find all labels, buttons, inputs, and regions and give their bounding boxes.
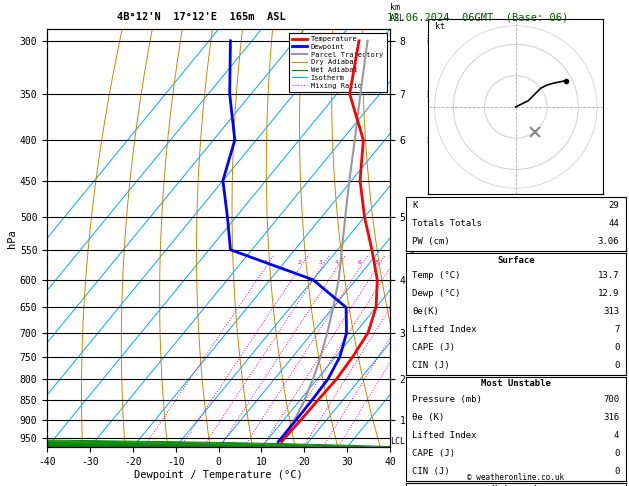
Text: 0: 0 (614, 449, 619, 458)
Text: K: K (413, 201, 418, 210)
Text: 0: 0 (614, 343, 619, 352)
Text: θe(K): θe(K) (413, 307, 439, 316)
Text: ≋: ≋ (426, 35, 437, 47)
Text: CAPE (J): CAPE (J) (413, 449, 455, 458)
Text: kt: kt (435, 22, 445, 31)
Text: PW (cm): PW (cm) (413, 237, 450, 246)
Y-axis label: hPa: hPa (7, 229, 17, 247)
Text: km
ASL: km ASL (390, 3, 405, 23)
Text: 12.06.2024  06GMT  (Base: 06): 12.06.2024 06GMT (Base: 06) (387, 12, 569, 22)
Text: 2: 2 (298, 260, 301, 265)
Text: 4: 4 (335, 260, 338, 265)
Text: 0: 0 (614, 467, 619, 476)
Text: ≋: ≋ (426, 210, 437, 224)
Text: Lifted Index: Lifted Index (413, 325, 477, 334)
Text: 4: 4 (614, 431, 619, 440)
Text: 1: 1 (263, 260, 267, 265)
X-axis label: Dewpoint / Temperature (°C): Dewpoint / Temperature (°C) (134, 469, 303, 480)
Text: 44: 44 (608, 219, 619, 228)
Text: 6: 6 (358, 260, 362, 265)
Text: ≋: ≋ (426, 87, 437, 101)
Text: Most Unstable: Most Unstable (481, 380, 551, 388)
Text: Surface: Surface (497, 256, 535, 264)
Text: CIN (J): CIN (J) (413, 361, 450, 370)
Text: Totals Totals: Totals Totals (413, 219, 482, 228)
Text: Mixing Ratio (g/kg): Mixing Ratio (g/kg) (409, 215, 418, 303)
Text: 3.06: 3.06 (598, 237, 619, 246)
Text: 700: 700 (603, 395, 619, 404)
Text: 12.9: 12.9 (598, 289, 619, 298)
Text: 0: 0 (614, 361, 619, 370)
Text: ≋: ≋ (426, 134, 437, 146)
Text: Pressure (mb): Pressure (mb) (413, 395, 482, 404)
Text: 13.7: 13.7 (598, 271, 619, 280)
Text: 313: 313 (603, 307, 619, 316)
Text: © weatheronline.co.uk: © weatheronline.co.uk (467, 473, 564, 482)
Text: 3: 3 (319, 260, 323, 265)
Text: CAPE (J): CAPE (J) (413, 343, 455, 352)
Text: Temp (°C): Temp (°C) (413, 271, 460, 280)
Text: Dewp (°C): Dewp (°C) (413, 289, 460, 298)
Text: Lifted Index: Lifted Index (413, 431, 477, 440)
Text: LCL: LCL (390, 437, 405, 446)
Legend: Temperature, Dewpoint, Parcel Trajectory, Dry Adiabat, Wet Adiabat, Isotherm, Mi: Temperature, Dewpoint, Parcel Trajectory… (289, 33, 386, 92)
Text: θe (K): θe (K) (413, 413, 445, 422)
Text: 29: 29 (608, 201, 619, 210)
Text: 8: 8 (375, 260, 379, 265)
Text: CIN (J): CIN (J) (413, 467, 450, 476)
Text: 7: 7 (614, 325, 619, 334)
Text: 4B°12'N  17°12'E  165m  ASL: 4B°12'N 17°12'E 165m ASL (117, 12, 286, 22)
Text: 316: 316 (603, 413, 619, 422)
